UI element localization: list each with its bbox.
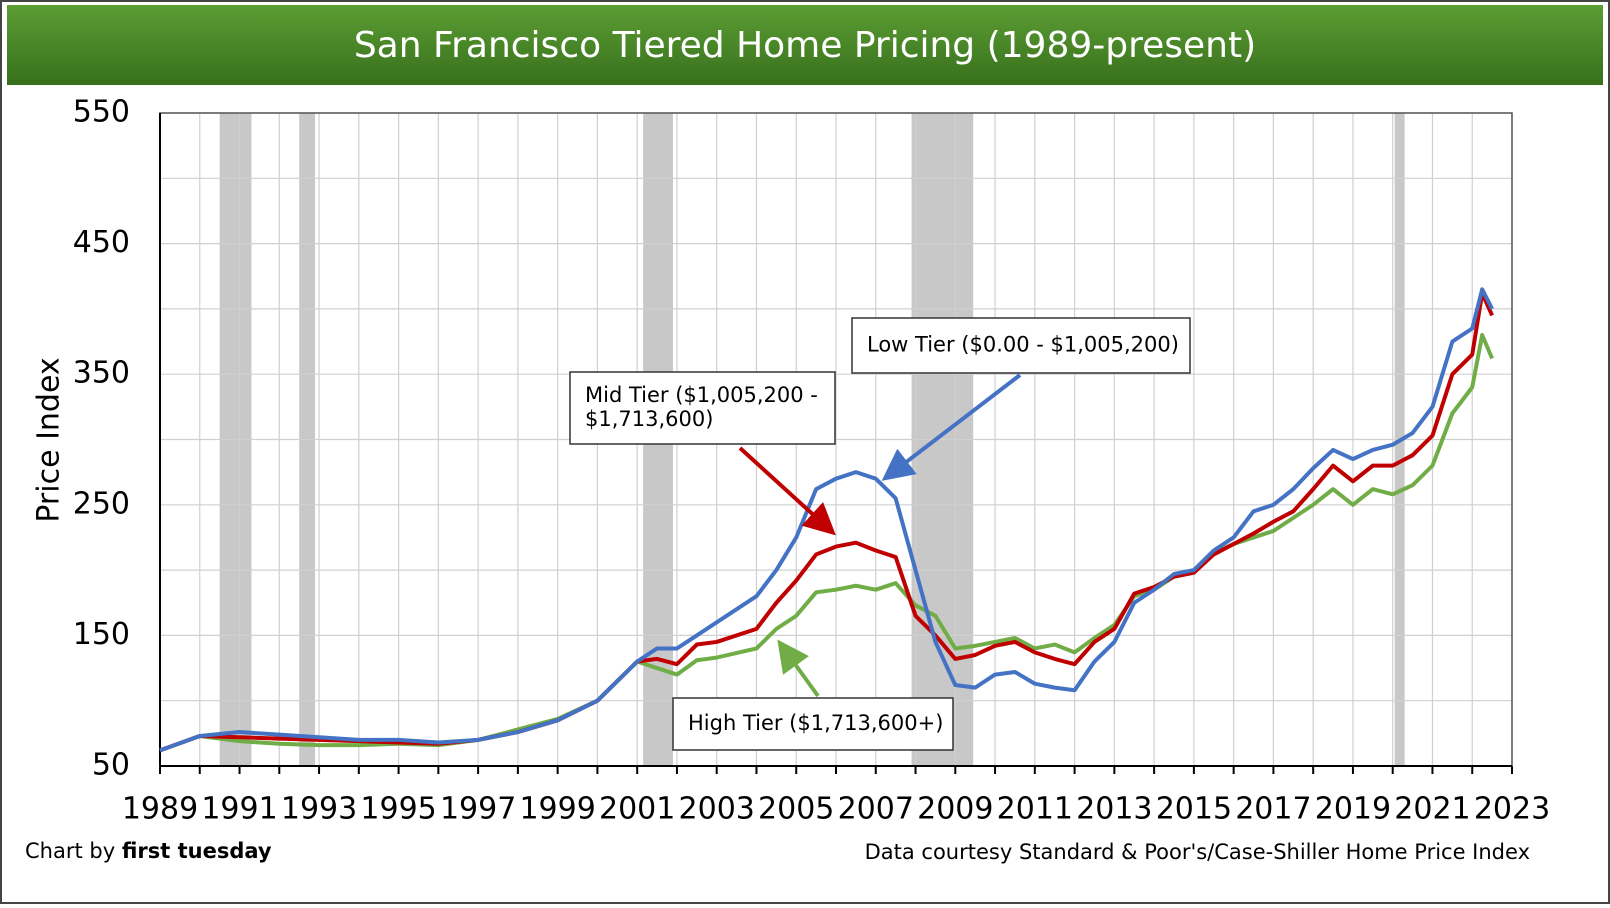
annotation-arrow [738,446,836,536]
y-axis-label: Price Index [32,357,67,522]
x-tick-label: 1999 [519,792,595,827]
x-tick-label: 2023 [1474,792,1550,827]
x-tick-label: 1995 [360,792,436,827]
annotation-box [851,317,1191,374]
y-tick-label: 50 [92,748,130,783]
x-tick-label: 2001 [599,792,675,827]
annotation-text: $1,713,600) [585,407,713,431]
y-tick-label: 550 [73,95,130,130]
x-tick-label: 2017 [1235,792,1311,827]
credit: Chart by first tuesday [25,839,272,863]
x-tick-label: 2003 [679,792,755,827]
x-tick-label: 1997 [440,792,516,827]
source: Data courtesy Standard & Poor's/Case-Shi… [865,840,1530,864]
chart-title: San Francisco Tiered Home Pricing (1989-… [354,25,1256,66]
series-line [159,287,1494,753]
title-bar [7,5,1603,85]
x-tick-label: 2015 [1156,792,1232,827]
x-tick-label: 2009 [917,792,993,827]
x-tick-label: 1993 [281,792,357,827]
x-tick-label: 2011 [997,792,1073,827]
x-tick-label: 2005 [758,792,834,827]
annotation-arrow [777,639,820,698]
y-tick-label: 350 [73,356,130,391]
annotation-text: Mid Tier ($1,005,200 - [585,383,818,407]
x-tick-label: 2013 [1076,792,1152,827]
x-tick-label: 2007 [838,792,914,827]
annotation-text: Low Tier ($0.00 - $1,005,200) [867,333,1179,357]
credit-name: first tuesday [122,839,272,863]
annotation-arrow [881,373,1022,481]
y-tick-label: 150 [73,617,130,652]
y-tick-label: 450 [73,225,130,260]
annotation-box [672,697,954,751]
x-tick-label: 2021 [1394,792,1470,827]
x-tick-label: 2019 [1315,792,1391,827]
y-tick-label: 250 [73,486,130,521]
x-tick-label: 1991 [201,792,277,827]
annotation-box [569,371,836,445]
annotation-text: High Tier ($1,713,600+) [688,711,943,735]
series-line [159,333,1494,753]
credit-prefix: Chart by [25,839,115,863]
x-tick-label: 1989 [122,792,198,827]
